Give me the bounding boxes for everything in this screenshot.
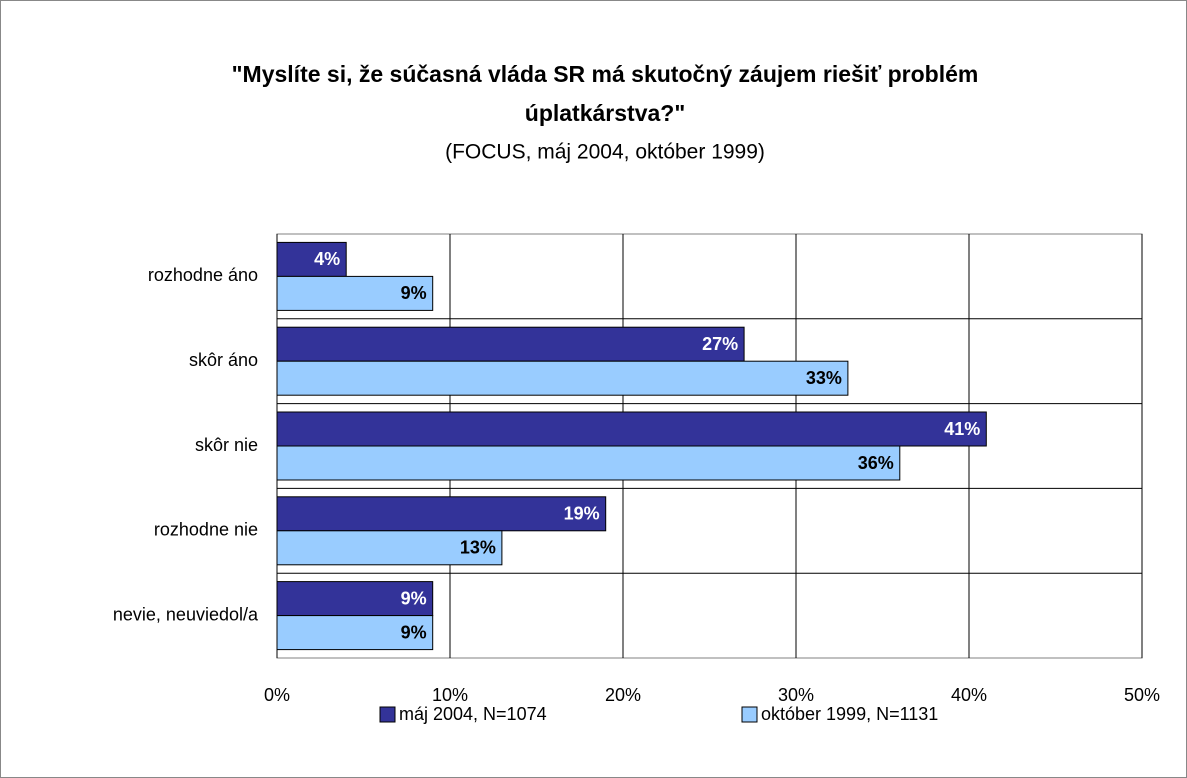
chart-subtitle: (FOCUS, máj 2004, október 1999)	[445, 141, 765, 164]
legend-label: máj 2004, N=1074	[399, 704, 547, 724]
chart-title: úplatkárstva?"	[525, 100, 685, 126]
y-tick-label: nevie, neuviedol/a	[113, 604, 259, 624]
value-label: 9%	[401, 283, 427, 303]
y-tick-label: skôr áno	[189, 350, 258, 370]
y-tick-label: skôr nie	[195, 435, 258, 455]
bar	[276, 496, 607, 532]
x-tick-label: 0%	[264, 685, 290, 705]
legend-swatch	[741, 706, 758, 723]
x-tick-label: 20%	[605, 685, 641, 705]
value-label: 9%	[401, 622, 427, 642]
value-label: 33%	[806, 368, 842, 388]
chart-title: "Myslíte si, že súčasná vláda SR má skut…	[232, 61, 979, 87]
bar	[276, 326, 745, 362]
value-label: 41%	[944, 419, 980, 439]
legend-swatch	[379, 706, 396, 723]
x-tick-label: 10%	[432, 685, 468, 705]
x-tick-label: 40%	[951, 685, 987, 705]
bar	[276, 530, 503, 566]
y-tick-label: rozhodne nie	[154, 520, 258, 540]
x-tick-label: 30%	[778, 685, 814, 705]
y-tick-label: rozhodne áno	[148, 265, 258, 285]
bar	[276, 615, 434, 651]
bar	[276, 411, 987, 447]
value-label: 4%	[314, 249, 340, 269]
legend-label: október 1999, N=1131	[761, 704, 938, 724]
value-label: 36%	[858, 453, 894, 473]
value-label: 27%	[702, 334, 738, 354]
value-label: 19%	[564, 504, 600, 524]
bar	[276, 581, 434, 617]
value-label: 13%	[460, 538, 496, 558]
bar	[276, 360, 849, 396]
x-tick-label: 50%	[1124, 685, 1160, 705]
bar	[276, 445, 901, 481]
value-label: 9%	[401, 588, 427, 608]
bar	[276, 275, 434, 311]
